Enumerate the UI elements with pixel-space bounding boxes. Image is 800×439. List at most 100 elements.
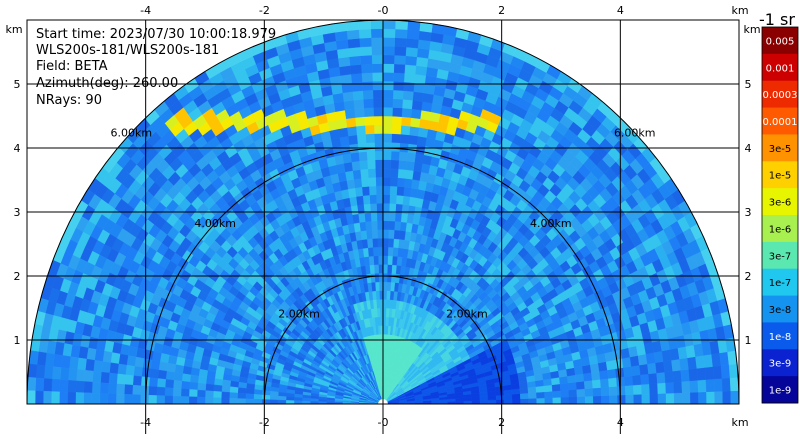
field-cell — [197, 383, 206, 391]
field-cell — [537, 398, 545, 404]
x-tick-label-top: -2 — [259, 4, 270, 17]
ring-label-left: 4.00km — [194, 217, 236, 230]
field-cell — [92, 382, 101, 393]
field-cell — [394, 64, 405, 73]
ring-label-left: 2.00km — [278, 307, 320, 320]
field-cell — [624, 376, 633, 386]
x-tick-label-bottom: -4 — [140, 416, 151, 429]
x-tick-label-top: 2 — [498, 4, 505, 17]
field-cell — [544, 385, 553, 392]
field-cell — [351, 73, 362, 83]
field-cell — [356, 125, 366, 135]
field-cell — [379, 282, 383, 291]
ring-label-right: 2.00km — [446, 307, 488, 320]
field-cell — [77, 358, 86, 370]
field-cell — [156, 395, 164, 404]
field-cell — [344, 100, 355, 110]
field-cell — [197, 397, 205, 404]
field-cell — [383, 160, 391, 169]
colorbar-unit-label: -1 sr — [759, 10, 795, 29]
field-cell — [383, 81, 393, 90]
field-cell — [214, 385, 223, 392]
field-cell — [388, 238, 394, 247]
field-cell — [402, 99, 412, 109]
colorbar-tick-label: 1e-6 — [769, 224, 792, 235]
field-cell — [472, 400, 480, 404]
field-cell — [93, 360, 102, 372]
field-cell — [357, 134, 366, 144]
field-cell — [413, 92, 424, 102]
y-tick-label-right: 3 — [745, 206, 752, 219]
colorbar-tick-label: 0.005 — [766, 36, 795, 47]
field-cell — [28, 364, 37, 378]
field-cell — [405, 56, 417, 66]
field-cell — [415, 153, 424, 163]
field-cell — [561, 390, 569, 397]
field-cell — [35, 391, 43, 404]
field-cell — [278, 396, 286, 400]
field-cell — [569, 397, 577, 404]
field-cell — [398, 160, 406, 169]
field-cell — [706, 392, 714, 404]
field-cell — [406, 47, 418, 57]
field-cell — [206, 377, 215, 385]
field-cell — [407, 30, 420, 40]
field-cell — [375, 160, 383, 169]
field-cell — [674, 393, 682, 404]
field-cell — [358, 20, 371, 29]
field-cell — [379, 273, 383, 282]
field-cell — [601, 395, 609, 404]
field-cell — [181, 396, 189, 404]
field-cell — [417, 136, 427, 146]
field-cell — [389, 221, 395, 230]
field-cell — [730, 377, 739, 391]
field-cell — [402, 108, 412, 118]
field-cell — [412, 100, 423, 110]
field-cell — [373, 256, 378, 265]
y-unit-label-right: km — [743, 23, 760, 36]
field-cell — [348, 135, 358, 145]
field-cell — [132, 395, 140, 404]
field-cell — [27, 391, 35, 404]
field-cell — [364, 116, 374, 125]
field-cell — [262, 395, 270, 400]
field-cell — [390, 177, 398, 186]
field-cell — [339, 136, 349, 146]
field-cell — [173, 396, 181, 404]
field-cell — [393, 239, 399, 248]
field-cell — [338, 127, 348, 137]
field-cell — [553, 397, 561, 404]
field-cell — [363, 195, 370, 204]
colorbar-tick-label: 3e-5 — [769, 144, 792, 155]
field-cell — [383, 29, 395, 38]
field-cell — [649, 383, 658, 394]
field-cell — [108, 383, 117, 394]
field-cell — [366, 134, 375, 143]
field-cell — [389, 212, 395, 221]
field-cell — [366, 142, 375, 151]
field-cell — [270, 395, 278, 400]
field-cell — [173, 388, 181, 396]
field-cell — [377, 221, 383, 230]
y-tick-label-right: 2 — [745, 270, 752, 283]
field-cell — [395, 29, 407, 38]
field-cell — [488, 400, 496, 404]
field-cell — [418, 39, 431, 49]
field-cell — [117, 374, 126, 385]
field-cell — [393, 73, 404, 82]
field-cell — [383, 116, 392, 125]
field-cell — [687, 357, 696, 370]
field-cell — [182, 374, 191, 382]
field-cell — [520, 399, 528, 404]
field-cell — [383, 46, 395, 55]
field-cell — [337, 119, 347, 129]
field-cell — [665, 371, 674, 383]
y-unit-label-left: km — [5, 23, 22, 36]
field-cell — [388, 230, 394, 239]
field-cell — [286, 397, 294, 401]
colorbar-tick-label: 0.0003 — [763, 90, 798, 101]
field-cell — [126, 365, 135, 376]
field-cell — [375, 142, 383, 151]
field-cell — [383, 90, 393, 99]
